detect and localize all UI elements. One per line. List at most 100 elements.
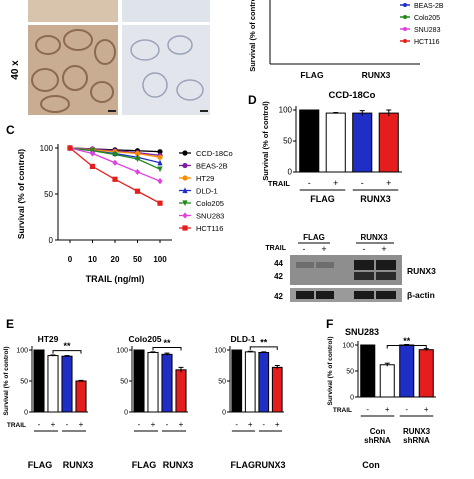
blot-band xyxy=(376,291,396,299)
y-tick-label: 100 xyxy=(214,348,226,355)
group-label: RUNX3 xyxy=(163,460,194,470)
group-label: shRNA xyxy=(364,436,391,445)
y-tick-label: 0 xyxy=(350,395,354,402)
trail-label: TRAIL xyxy=(7,422,26,429)
top-right-legend: BEAS-2B Colo205 SNU283 HCT116 xyxy=(400,3,444,46)
treatment-sign: - xyxy=(166,420,169,429)
group-label: RUNX3 xyxy=(360,194,391,204)
blot-marker: 42 xyxy=(274,292,283,301)
micrograph-top-right xyxy=(122,0,210,22)
y-tick-label: 100 xyxy=(342,343,354,350)
significance-bracket xyxy=(249,346,278,350)
y-tick-label: 0 xyxy=(24,410,28,417)
group-label: shRNA xyxy=(403,436,430,445)
treatment-sign: + xyxy=(179,420,184,429)
group-label: FLAGRUNX3 xyxy=(230,460,285,470)
data-point xyxy=(182,212,188,219)
legend-marker xyxy=(403,39,407,43)
data-point xyxy=(182,187,188,194)
data-point xyxy=(182,225,188,231)
blot-band-label: RUNX3 xyxy=(407,266,436,276)
y-axis-label: Survival (% of control) xyxy=(248,0,257,72)
group-label: FLAG xyxy=(310,194,335,204)
blot-lane-sign: + xyxy=(321,244,326,254)
x-axis-label: TRAIL (ng/ml) xyxy=(86,274,145,284)
x-tick-label: 100 xyxy=(153,255,167,264)
bar xyxy=(360,344,376,398)
bar xyxy=(379,364,395,398)
legend-label: Colo205 xyxy=(414,15,440,22)
panel-letter-c: C xyxy=(6,123,15,137)
treatment-sign: + xyxy=(151,420,156,429)
group-label: RUNX3 xyxy=(403,427,431,436)
blot-marker: 44 xyxy=(274,259,283,268)
blot-band xyxy=(376,272,396,280)
group-label: Con xyxy=(362,460,380,470)
bar xyxy=(418,349,434,398)
y-axis-label: Survival (% of control) xyxy=(261,101,270,181)
blot-band-label: β-actin xyxy=(407,290,435,300)
treatment-sign: - xyxy=(66,420,69,429)
data-point xyxy=(157,166,163,173)
bar xyxy=(33,349,45,413)
treatment-sign: + xyxy=(333,178,338,188)
y-tick-label: 0 xyxy=(222,410,226,417)
treatment-sign: + xyxy=(386,178,391,188)
scale-bar xyxy=(200,110,208,112)
y-axis-label: Survival (% of control) xyxy=(3,347,10,416)
blot-lane-sign: - xyxy=(303,244,306,254)
blot-band xyxy=(376,260,396,270)
data-point xyxy=(182,200,188,207)
blot-band xyxy=(296,262,314,268)
data-point xyxy=(112,159,118,166)
bar xyxy=(147,351,159,413)
y-tick-label: 100 xyxy=(116,348,128,355)
data-point xyxy=(134,156,141,163)
significance-bracket xyxy=(386,345,427,349)
blot-marker: 42 xyxy=(274,272,283,281)
significance-label: ** xyxy=(63,341,71,351)
data-point xyxy=(112,176,118,182)
group-label: RUNX3 xyxy=(63,460,94,470)
treatment-sign: + xyxy=(248,420,253,429)
panel-d-bar-chart: 0 50 100 CCD-18Co Survival (% of control) - + -… xyxy=(261,90,402,204)
y-tick-label: 50 xyxy=(120,379,128,386)
bar xyxy=(161,353,173,413)
bar xyxy=(244,351,256,413)
treatment-sign: - xyxy=(361,178,364,188)
legend-label: BEAS-2B xyxy=(196,162,228,171)
legend-marker xyxy=(403,27,407,31)
treatment-sign: + xyxy=(275,420,280,429)
blot-band xyxy=(354,291,374,299)
legend-label: DLD-1 xyxy=(196,187,218,196)
y-tick-label: 50 xyxy=(218,379,226,386)
treatment-sign: + xyxy=(385,405,390,414)
y-tick-label: 100 xyxy=(40,144,54,153)
data-point xyxy=(134,168,141,176)
y-tick-label: 100 xyxy=(279,106,293,115)
bar xyxy=(133,349,145,413)
treatment-sign: + xyxy=(424,405,429,414)
legend-label: HT29 xyxy=(196,174,214,183)
x-tick-label: 0 xyxy=(68,255,73,264)
bar xyxy=(378,112,399,173)
bar xyxy=(258,351,270,413)
western-blot: TRAIL FLAG RUNX3 - + - + 44 42 42 RUNX3 … xyxy=(265,233,436,302)
legend-label: Colo205 xyxy=(196,199,224,208)
panel-f-snu283-bar-chart: 0 50 100 SNU283 Survival (% of control) - + - + T… xyxy=(327,327,436,470)
treatment-sign: - xyxy=(405,405,408,414)
y-tick-label: 50 xyxy=(20,379,28,386)
micrograph-group: 40 x xyxy=(10,0,210,115)
y-tick-label: 50 xyxy=(44,190,53,199)
data-point xyxy=(157,154,163,160)
x-label-runx3: RUNX3 xyxy=(362,70,391,80)
trail-label: TRAIL xyxy=(333,407,352,414)
significance-label: ** xyxy=(260,337,268,347)
legend-label: SNU283 xyxy=(414,27,441,34)
blot-band xyxy=(354,272,374,280)
x-tick-label: 20 xyxy=(111,255,120,264)
legend-label: CCD-18Co xyxy=(196,149,233,158)
treatment-sign: + xyxy=(51,420,56,429)
